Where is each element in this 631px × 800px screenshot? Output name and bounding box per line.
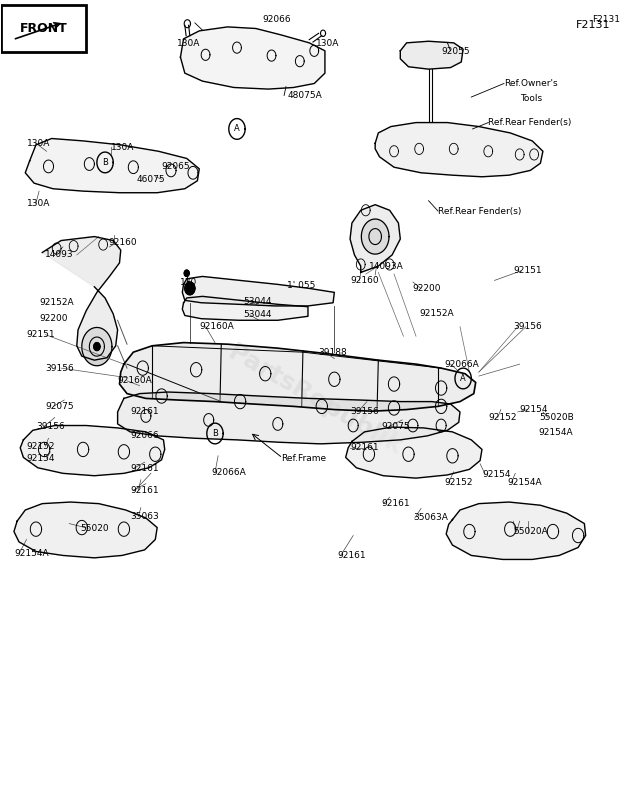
Text: Ref.Frame: Ref.Frame	[281, 454, 326, 462]
Text: 92065: 92065	[162, 162, 190, 171]
Text: 92066A: 92066A	[212, 468, 247, 477]
Text: 130: 130	[180, 278, 198, 287]
Text: Ref.Owner's: Ref.Owner's	[504, 79, 558, 88]
Text: 92200: 92200	[39, 314, 68, 323]
Text: A: A	[234, 125, 240, 134]
Text: 92152: 92152	[444, 478, 473, 486]
Polygon shape	[119, 342, 476, 411]
Text: 92161: 92161	[382, 499, 410, 508]
Polygon shape	[446, 502, 586, 559]
Text: 53044: 53044	[244, 310, 272, 319]
Text: 92075: 92075	[382, 422, 410, 431]
Text: 92160: 92160	[108, 238, 137, 247]
Text: PartsRepublik: PartsRepublik	[224, 340, 407, 460]
Text: 92152: 92152	[27, 442, 55, 450]
Text: FRONT: FRONT	[20, 22, 68, 35]
Polygon shape	[362, 219, 389, 254]
Polygon shape	[42, 237, 121, 360]
Polygon shape	[117, 392, 460, 444]
Text: 55020A: 55020A	[514, 527, 548, 536]
Polygon shape	[185, 282, 195, 294]
Text: 92161: 92161	[130, 464, 159, 473]
Text: 130A: 130A	[27, 198, 50, 207]
Text: 39156: 39156	[350, 406, 379, 416]
Text: 130A: 130A	[316, 39, 339, 48]
Polygon shape	[346, 427, 482, 478]
Text: Tools: Tools	[520, 94, 542, 103]
Text: A: A	[460, 374, 466, 383]
Polygon shape	[350, 205, 400, 273]
Text: 55020: 55020	[80, 524, 109, 533]
Text: 1' 055: 1' 055	[287, 282, 316, 290]
Text: 92154: 92154	[482, 470, 510, 478]
Text: 92151: 92151	[514, 266, 542, 275]
Polygon shape	[20, 426, 165, 476]
Text: 55020B: 55020B	[540, 413, 574, 422]
Text: 92066: 92066	[262, 15, 291, 24]
Polygon shape	[25, 138, 199, 193]
Text: 14093: 14093	[45, 250, 74, 259]
Polygon shape	[14, 502, 157, 558]
Text: 39156: 39156	[36, 422, 65, 431]
Text: Ref.Rear Fender(s): Ref.Rear Fender(s)	[488, 118, 572, 127]
Text: 92154A: 92154A	[507, 478, 542, 486]
Text: 92200: 92200	[413, 284, 441, 293]
Text: 92055: 92055	[441, 47, 469, 56]
Polygon shape	[182, 277, 334, 306]
Text: 92152: 92152	[488, 413, 517, 422]
Text: 92154A: 92154A	[14, 550, 49, 558]
Text: 53044: 53044	[244, 297, 272, 306]
Polygon shape	[184, 270, 189, 277]
Polygon shape	[375, 122, 543, 177]
Polygon shape	[94, 342, 100, 350]
Text: 92152A: 92152A	[419, 309, 454, 318]
Text: 92160A: 92160A	[199, 322, 234, 331]
Text: 92154: 92154	[27, 454, 55, 462]
Text: 130A: 130A	[111, 142, 134, 152]
Text: 92161: 92161	[130, 406, 159, 416]
Text: 92161: 92161	[130, 486, 159, 494]
Polygon shape	[400, 42, 463, 69]
Text: 92160A: 92160A	[117, 376, 152, 386]
Text: 92152A: 92152A	[39, 298, 74, 307]
Polygon shape	[82, 327, 112, 366]
Text: 35063A: 35063A	[413, 514, 448, 522]
Text: B: B	[102, 158, 108, 167]
FancyBboxPatch shape	[1, 6, 86, 52]
Text: 92161: 92161	[350, 443, 379, 452]
Text: 92154A: 92154A	[538, 428, 573, 437]
Text: 35063: 35063	[130, 512, 159, 521]
Text: 92075: 92075	[45, 402, 74, 411]
Text: 92066: 92066	[130, 431, 159, 440]
Text: B: B	[212, 429, 218, 438]
Text: 92154: 92154	[520, 405, 548, 414]
Text: F2131: F2131	[592, 15, 620, 24]
Text: 46075: 46075	[136, 174, 165, 184]
Text: 130A: 130A	[27, 138, 50, 148]
Text: 92151: 92151	[27, 330, 55, 339]
Text: 39156: 39156	[45, 364, 74, 373]
Polygon shape	[182, 296, 308, 320]
Text: 130A: 130A	[177, 39, 201, 48]
Text: 39188: 39188	[319, 348, 348, 357]
Text: 92160: 92160	[350, 276, 379, 285]
Text: 48075A: 48075A	[287, 91, 322, 100]
Polygon shape	[180, 27, 325, 89]
Text: 92161: 92161	[338, 551, 366, 560]
Text: 39156: 39156	[514, 322, 542, 331]
Text: 14093A: 14093A	[369, 262, 404, 271]
Text: 92066A: 92066A	[444, 360, 479, 369]
Text: F2131: F2131	[576, 20, 611, 30]
Text: Ref.Rear Fender(s): Ref.Rear Fender(s)	[438, 206, 521, 215]
